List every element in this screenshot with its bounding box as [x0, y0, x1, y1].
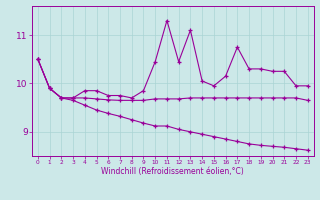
X-axis label: Windchill (Refroidissement éolien,°C): Windchill (Refroidissement éolien,°C) [101, 167, 244, 176]
